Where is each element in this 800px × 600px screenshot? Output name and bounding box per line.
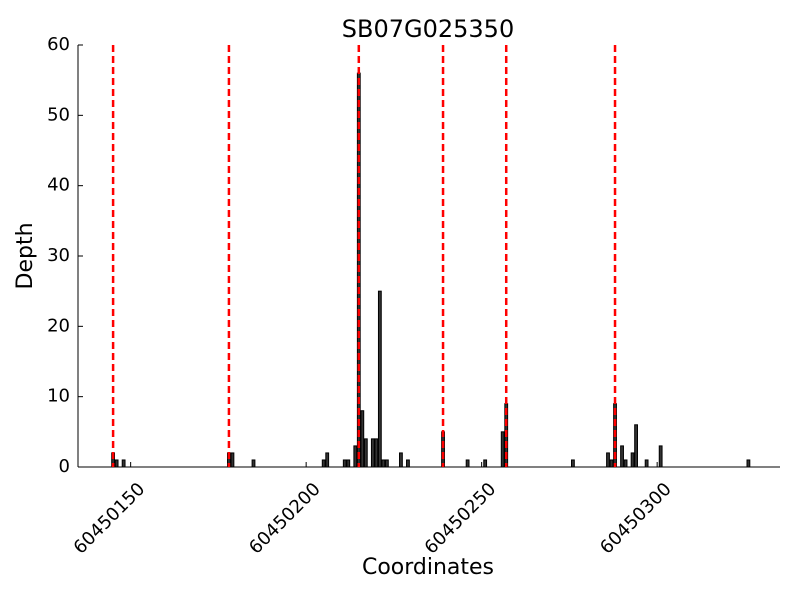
y-tick-label: 50 xyxy=(47,104,70,125)
bar xyxy=(634,424,638,468)
bar xyxy=(644,459,649,468)
bar xyxy=(251,459,256,468)
y-axis-label: Depth xyxy=(13,222,38,289)
y-tick-label: 30 xyxy=(47,245,70,266)
x-tick-label: 60450300 xyxy=(596,479,676,559)
x-tick-label: 60450250 xyxy=(421,479,501,559)
y-tick-label: 0 xyxy=(59,456,70,477)
bar xyxy=(377,290,382,468)
bar xyxy=(658,445,663,468)
bar xyxy=(746,459,751,468)
bar xyxy=(623,459,628,468)
bar xyxy=(370,438,375,468)
bar xyxy=(609,459,614,468)
bar xyxy=(381,459,386,468)
bar xyxy=(346,459,351,468)
bar xyxy=(374,438,379,468)
bar xyxy=(606,452,610,468)
y-tick-label: 20 xyxy=(47,315,70,336)
bar xyxy=(384,459,389,468)
bar xyxy=(114,459,119,468)
x-tick-label: 60450150 xyxy=(70,479,150,559)
bar xyxy=(342,459,347,468)
bar xyxy=(230,452,235,468)
bar xyxy=(121,459,126,468)
bar xyxy=(630,452,635,468)
bar xyxy=(465,459,470,468)
bar xyxy=(571,459,575,468)
y-tick-label: 40 xyxy=(47,175,70,196)
chart-title: SB07G025350 xyxy=(342,15,514,43)
bar xyxy=(363,438,368,468)
bar xyxy=(353,445,358,468)
x-tick-label: 60450200 xyxy=(245,479,325,559)
y-tick-label: 60 xyxy=(47,34,70,55)
bar xyxy=(399,452,403,468)
bar xyxy=(500,431,505,468)
bar xyxy=(483,459,488,468)
y-tick-label: 10 xyxy=(47,386,70,407)
bar xyxy=(441,431,445,468)
bar xyxy=(620,445,624,468)
x-axis-label: Coordinates xyxy=(362,555,494,580)
bar xyxy=(325,452,330,468)
bar xyxy=(321,459,326,468)
bar xyxy=(360,410,365,468)
bar xyxy=(406,459,410,468)
